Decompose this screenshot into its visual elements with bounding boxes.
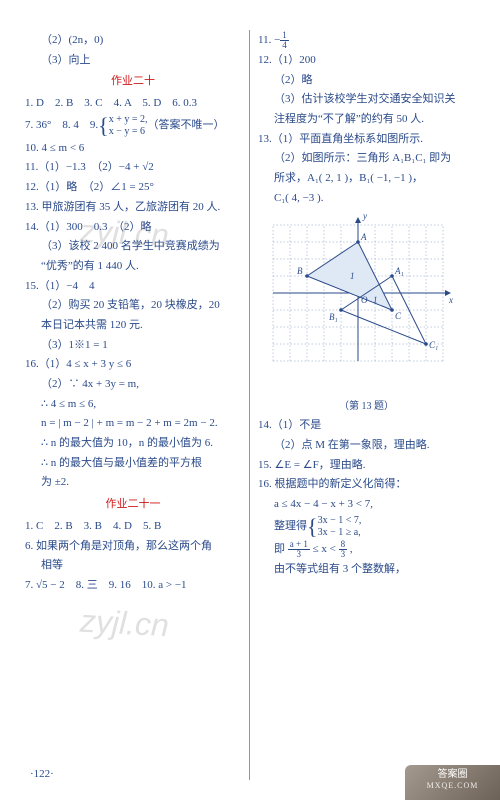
answer-line: （2）如图所示：三角形 A₁B₁C₁ 即为 [258,149,475,168]
answer-line: ∴ n 的最大值为 10，n 的最小值为 6. [25,434,241,453]
text: （答案不唯一） [148,116,225,135]
answer-line: 14.（1）300 0.3 （2）略 [25,218,241,237]
svg-text:A: A [360,232,367,242]
fraction: 14 [280,31,289,50]
answer-line: （3）1※1 = 1 [25,336,241,355]
fraction: a + 13 [288,540,310,559]
answer-line: 1. C 2. B 3. B 4. D 5. B [25,517,241,536]
answer-line: 由不等式组有 3 个整数解， [258,560,475,579]
right-column: 11. −14 12.（1）200 （2）略 （3）估计该校学生对交通安全知识关… [250,30,475,780]
answer-line: 14.（1）不是 [258,416,475,435]
answer-line: 即 a + 13 ≤ x < 83 , [258,540,475,559]
svg-text:1: 1 [373,295,378,305]
answer-line: 10. 4 ≤ m < 6 [25,139,241,158]
answer-line: ∴ n 的最大值与最小值差的平方根 [25,454,241,473]
answer-line: 相等 [25,556,241,575]
page-number: ·122· [30,768,54,780]
answer-line: （2）点 M 在第一象限，理由略. [258,436,475,455]
answer-line: 6. 如果两个角是对顶角，那么这两个角 [25,537,241,556]
svg-text:B: B [297,266,303,276]
answer-line-brace: 7. 36° 8. 4 9. { x + y = 2, x − y = 6 （答… [25,114,241,138]
brace-icon: { [307,516,318,538]
badge-title: 答案圈 [405,768,500,781]
answer-line: a ≤ 4x − 4 − x + 3 < 7, [258,495,475,514]
answer-line: （3）估计该校学生对交通安全知识关 [258,90,475,109]
answer-line: 1. D 2. B 3. C 4. A 5. D 6. 0.3 [25,94,241,113]
svg-text:1: 1 [350,271,355,281]
svg-text:B₁: B₁ [329,312,338,322]
text-line: （3）向上 [25,51,241,70]
answer-line-brace: 整理得 { 3x − 1 < 7, 3x − 1 ≥ a, [258,515,475,539]
answer-line: 11.（1）−1.3 （2）−4 + √2 [25,158,241,177]
answer-line: “优秀”的有 1 440 人. [25,257,241,276]
svg-text:C: C [395,311,402,321]
text: 7. 36° 8. 4 9. [25,116,98,135]
answer-line: 13. 甲旅游团有 35 人，乙旅游团有 20 人. [25,198,241,217]
answer-line: 12.（1）略 （2）∠1 = 25° [25,178,241,197]
answer-line: 注程度为“不了解”的约有 50 人. [258,110,475,129]
answer-line: 16.（1）4 ≤ x + 3 y ≤ 6 [25,355,241,374]
svg-text:C₁: C₁ [429,340,438,350]
answer-line: （2）略 [258,71,475,90]
answer-line: 所求，A₁( 2, 1 )，B₁( −1, −1 )， [258,169,475,188]
brace-content: x + y = 2, x − y = 6 [109,114,148,138]
answer-line: 为 ±2. [25,473,241,492]
answer-line: （2）∵ 4x + 3y = m, [25,375,241,394]
coordinate-diagram: A B C A₁ B₁ C₁ Ox y 1 1 [258,213,458,388]
page-root: （2）(2n，0) （3）向上 作业二十 1. D 2. B 3. C 4. A… [0,0,500,800]
answer-line: 15. ∠E = ∠F，理由略. [258,456,475,475]
answer-line: 12.（1）200 [258,51,475,70]
answer-line: 15.（1）−4 4 [25,277,241,296]
svg-text:x: x [448,295,453,305]
answer-line: （3）该校 2 400 名学生中竞赛成绩为 [25,237,241,256]
answer-line: C₁( 4, −3 ). [258,189,475,208]
badge-url: MXQE.COM [405,781,500,791]
answer-line: ∴ 4 ≤ m ≤ 6, [25,395,241,414]
answer-line: 11. −14 [258,31,475,50]
answer-line: 本日记本共需 120 元. [25,316,241,335]
svg-text:O: O [361,295,368,305]
text-line: （2）(2n，0) [25,31,241,50]
answer-line: n = | m − 2 | + m = m − 2 + m = 2m − 2. [25,414,241,433]
fraction: 83 [339,540,348,559]
diagram-caption: （第 13 题） [258,398,475,415]
answer-line: 13.（1）平面直角坐标系如图所示. [258,130,475,149]
brace-content: 3x − 1 < 7, 3x − 1 ≥ a, [318,515,362,539]
brace-icon: { [98,115,109,137]
answer-line: （2）购买 20 支铅笔，20 块橡皮，20 [25,296,241,315]
answer-line: 16. 根据题中的新定义化简得： [258,475,475,494]
answer-line: 7. √5 − 2 8. 三 9. 16 10. a > −1 [25,576,241,595]
svg-text:y: y [362,213,367,221]
section-title-20: 作业二十 [25,72,241,91]
svg-text:A₁: A₁ [394,266,404,276]
section-title-21: 作业二十一 [25,495,241,514]
source-badge: 答案圈 MXQE.COM [405,765,500,800]
left-column: （2）(2n，0) （3）向上 作业二十 1. D 2. B 3. C 4. A… [25,30,250,780]
